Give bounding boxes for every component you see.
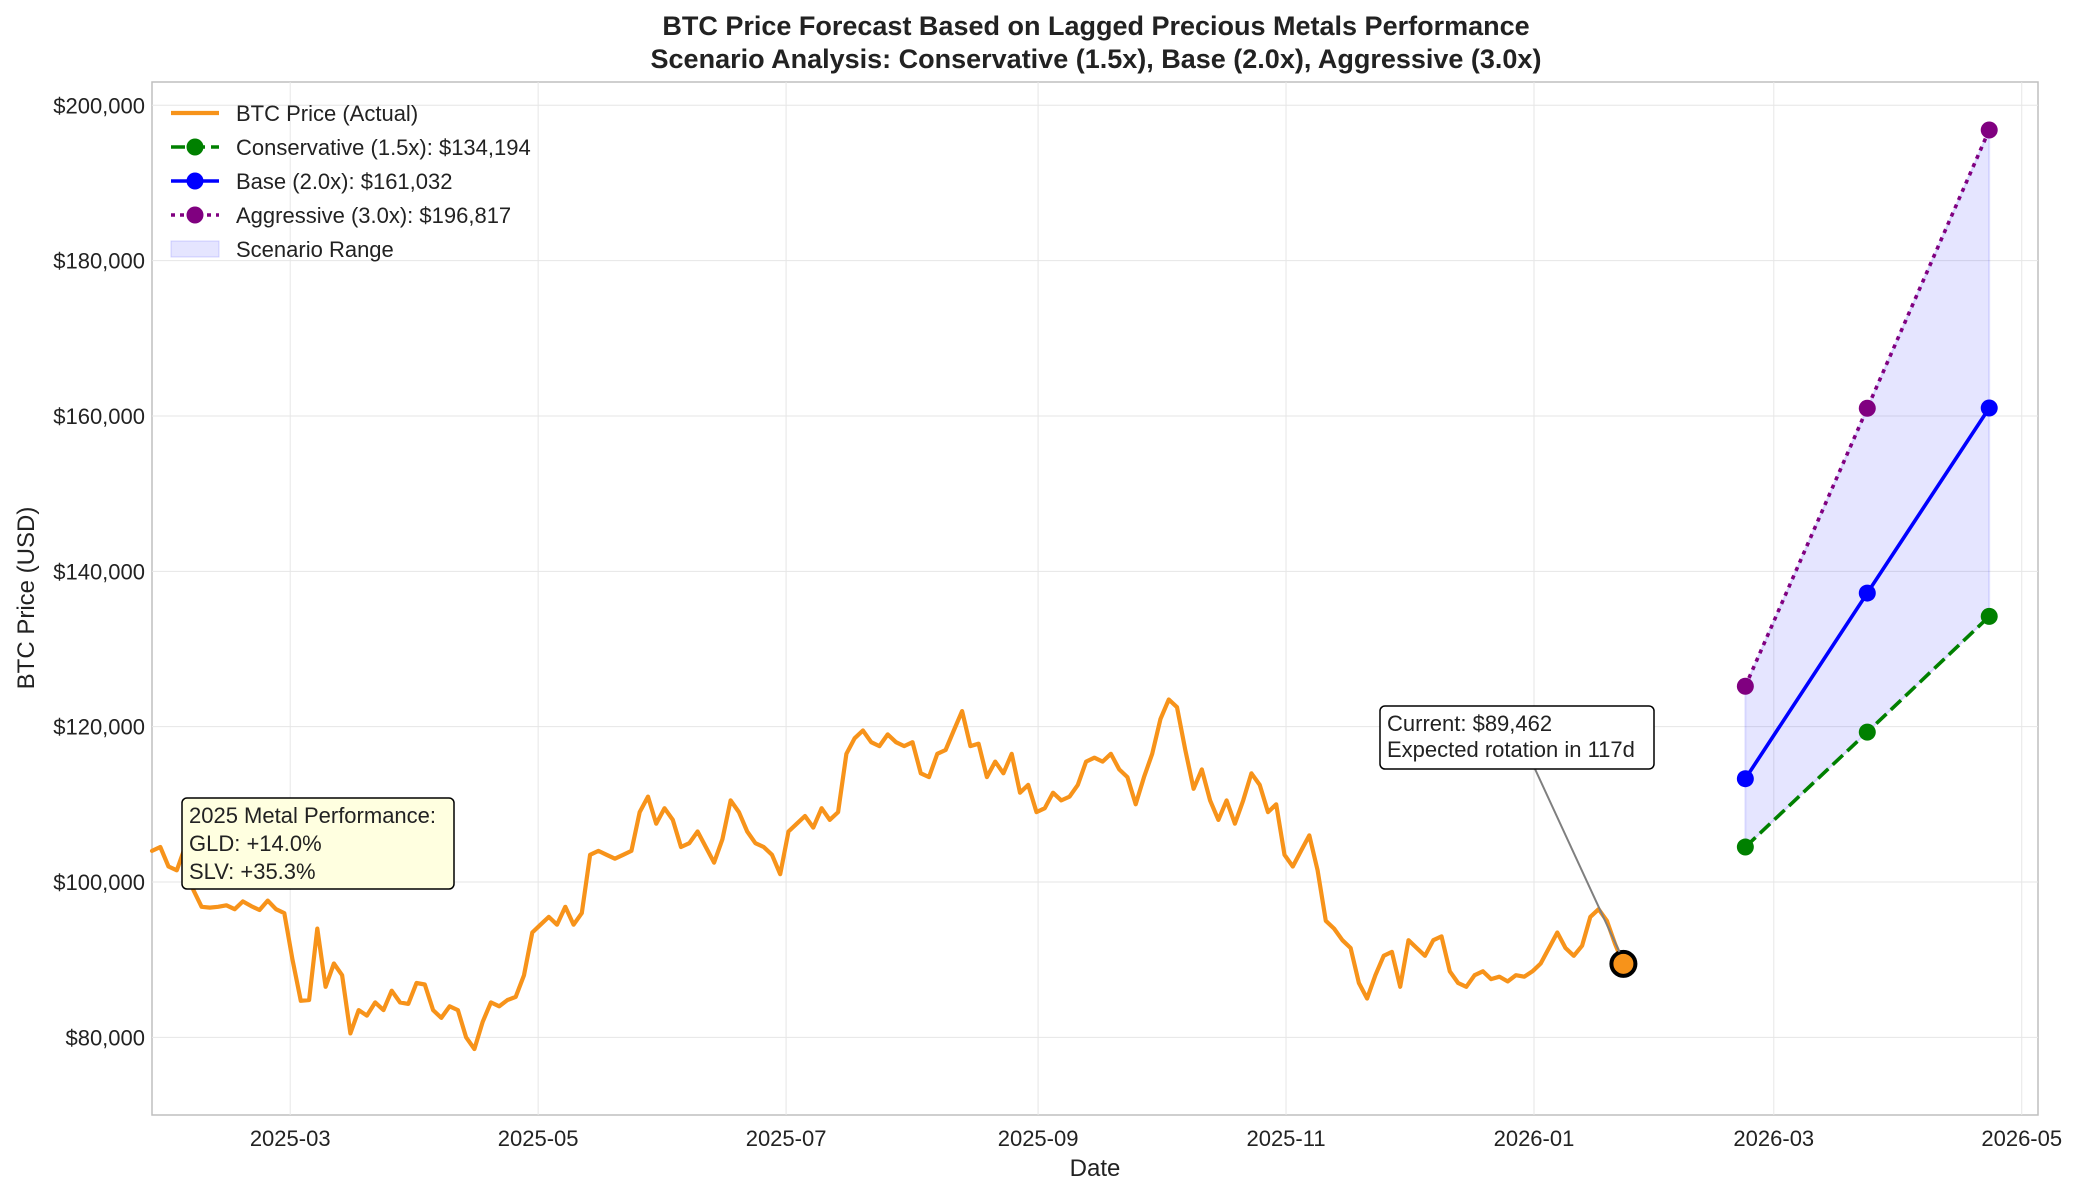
- metal-performance-box: [181, 797, 455, 890]
- legend-label: BTC Price (Actual): [236, 101, 418, 126]
- x-tick-label: 2026-01: [1494, 1126, 1575, 1151]
- current-annotation-box: [1379, 705, 1655, 770]
- y-tick-label: $200,000: [53, 93, 145, 118]
- base-point: [1858, 584, 1876, 602]
- y-tick-label: $80,000: [65, 1025, 145, 1050]
- legend-label: Scenario Range: [236, 237, 394, 262]
- legend-label: Base (2.0x): $161,032: [236, 169, 452, 194]
- aggressive-point: [1736, 677, 1754, 695]
- x-tick-label: 2025-07: [746, 1126, 827, 1151]
- legend: BTC Price (Actual) Conservative (1.5x): $…: [170, 101, 531, 262]
- base-point: [1736, 770, 1754, 788]
- conservative-point: [1980, 607, 1998, 625]
- x-tick-label: 2025-11: [1246, 1126, 1325, 1151]
- x-tick-label: 2026-05: [1981, 1126, 2062, 1151]
- grid: [152, 82, 2038, 1115]
- x-axis-label: Date: [1070, 1155, 1121, 1182]
- y-axis-label: BTC Price (USD): [13, 507, 40, 690]
- y-tick-label: $140,000: [53, 559, 145, 584]
- x-tick-label: 2025-09: [998, 1126, 1079, 1151]
- current-annotation-text: Expected rotation in 117d: [1387, 737, 1635, 762]
- y-axis-ticks: $80,000 $100,000 $120,000 $140,000 $160,000 $…: [53, 93, 145, 1050]
- y-tick-label: $120,000: [53, 715, 145, 740]
- aggressive-point: [1858, 399, 1876, 417]
- series-layer: [149, 121, 1998, 1052]
- plot-area: [151, 81, 2039, 1116]
- chart-subtitle: Scenario Analysis: Conservative (1.5x), …: [651, 44, 1542, 74]
- chart-title: BTC Price Forecast Based on Lagged Preci…: [662, 11, 1529, 41]
- metal-performance-text: GLD: +14.0%: [189, 831, 322, 856]
- legend-swatch-range: [170, 240, 220, 258]
- x-tick-label: 2025-05: [498, 1126, 579, 1151]
- aggressive-line: [1743, 129, 1991, 687]
- base-point: [1980, 399, 1998, 417]
- legend-marker-base: [186, 172, 204, 190]
- x-axis-ticks: 2025-03 2025-05 2025-07 2025-09 2025-11 2026-…: [250, 1126, 2062, 1151]
- conservative-point: [1736, 838, 1754, 856]
- titles: BTC Price Forecast Based on Lagged Preci…: [651, 11, 1542, 74]
- btc-actual-line: [149, 697, 1626, 1052]
- legend-label: Aggressive (3.0x): $196,817: [236, 203, 511, 228]
- y-tick-label: $160,000: [53, 404, 145, 429]
- conservative-point: [1858, 723, 1876, 741]
- current-annotation-text: Current: $89,462: [1387, 711, 1552, 736]
- legend-marker-conservative: [186, 138, 204, 156]
- current-price-marker: [1609, 949, 1638, 978]
- y-tick-label: $100,000: [53, 870, 145, 895]
- legend-label: Conservative (1.5x): $134,194: [236, 135, 531, 160]
- y-tick-label: $180,000: [53, 249, 145, 274]
- current-annotation-arrow: [1534, 768, 1621, 953]
- aggressive-point: [1980, 121, 1998, 139]
- metal-performance-text: 2025 Metal Performance:: [189, 803, 436, 828]
- x-tick-label: 2026-03: [1733, 1126, 1814, 1151]
- x-tick-label: 2025-03: [250, 1126, 331, 1151]
- legend-marker-aggressive: [186, 206, 204, 224]
- metal-performance-text: SLV: +35.3%: [189, 859, 316, 884]
